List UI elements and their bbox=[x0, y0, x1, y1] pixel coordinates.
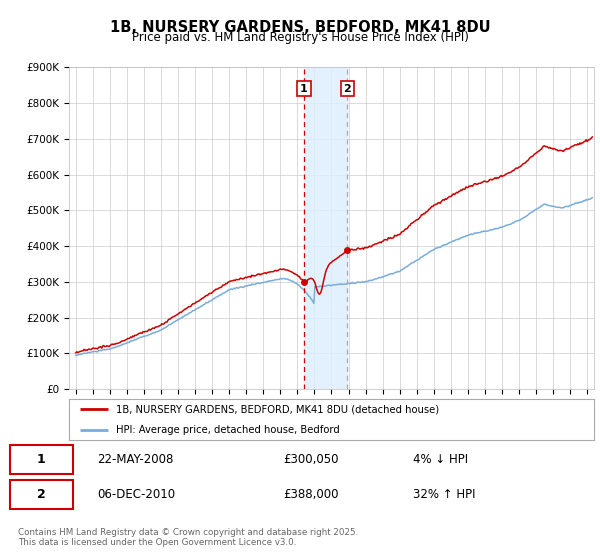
Text: 1B, NURSERY GARDENS, BEDFORD, MK41 8DU: 1B, NURSERY GARDENS, BEDFORD, MK41 8DU bbox=[110, 20, 490, 35]
Bar bbox=[304, 67, 347, 389]
Text: Contains HM Land Registry data © Crown copyright and database right 2025.
This d: Contains HM Land Registry data © Crown c… bbox=[18, 528, 358, 547]
FancyBboxPatch shape bbox=[10, 445, 73, 474]
Text: 22-MAY-2008: 22-MAY-2008 bbox=[97, 453, 173, 466]
Text: 2: 2 bbox=[37, 488, 46, 501]
Text: 06-DEC-2010: 06-DEC-2010 bbox=[97, 488, 175, 501]
Text: 4% ↓ HPI: 4% ↓ HPI bbox=[413, 453, 468, 466]
Text: 32% ↑ HPI: 32% ↑ HPI bbox=[413, 488, 475, 501]
Text: 1B, NURSERY GARDENS, BEDFORD, MK41 8DU (detached house): 1B, NURSERY GARDENS, BEDFORD, MK41 8DU (… bbox=[116, 404, 439, 414]
Text: 1: 1 bbox=[300, 83, 308, 94]
Text: 1: 1 bbox=[37, 453, 46, 466]
Text: HPI: Average price, detached house, Bedford: HPI: Average price, detached house, Bedf… bbox=[116, 424, 340, 435]
FancyBboxPatch shape bbox=[10, 480, 73, 509]
Text: £300,050: £300,050 bbox=[283, 453, 338, 466]
Text: Price paid vs. HM Land Registry's House Price Index (HPI): Price paid vs. HM Land Registry's House … bbox=[131, 31, 469, 44]
Text: £388,000: £388,000 bbox=[283, 488, 338, 501]
Text: 2: 2 bbox=[343, 83, 351, 94]
